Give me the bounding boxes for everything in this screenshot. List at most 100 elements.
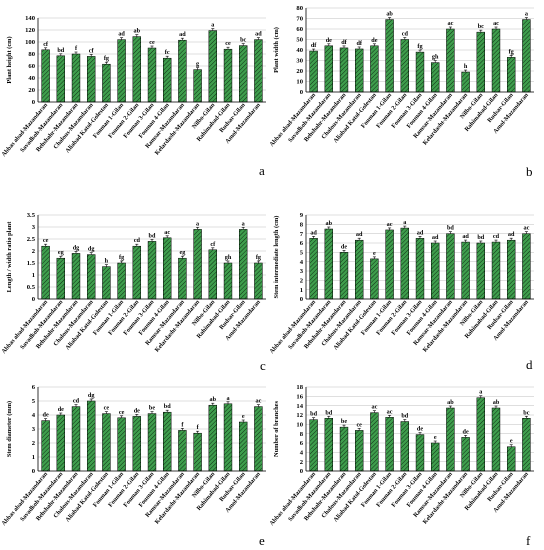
significance-label: de: [326, 37, 332, 44]
bar: [56, 55, 66, 103]
y-tick-label: 120: [25, 27, 36, 34]
y-tick-label: 7: [300, 231, 304, 238]
significance-label: ac: [447, 20, 453, 27]
significance-label: a: [226, 395, 229, 402]
significance-label: g: [196, 61, 200, 68]
significance-label: ce: [104, 405, 110, 412]
y-tick-label: 1: [32, 272, 35, 279]
bar: [506, 446, 516, 472]
bar: [309, 419, 318, 472]
significance-label: bc: [478, 23, 484, 30]
bar: [41, 245, 50, 300]
significance-label: f: [75, 45, 78, 52]
bar: [415, 238, 425, 300]
bar: [238, 229, 248, 300]
significance-label: be: [341, 418, 347, 425]
y-tick-label: 0: [300, 296, 304, 303]
significance-label: be: [149, 405, 155, 412]
y-tick-label: 6: [300, 440, 304, 447]
bar: [400, 421, 410, 472]
significance-label: ac: [371, 404, 377, 411]
significance-label: ac: [387, 408, 393, 415]
significance-label: de: [58, 406, 64, 413]
bar: [491, 241, 501, 300]
significance-label: gh: [225, 254, 232, 261]
bar: [430, 242, 440, 300]
y-tick-label: 3: [300, 268, 304, 275]
y-tick-label: 40: [28, 75, 35, 82]
significance-label: df: [341, 39, 347, 46]
bar: [506, 57, 516, 93]
bar: [86, 400, 96, 472]
y-tick-label: 100: [25, 39, 36, 46]
bar: [324, 228, 334, 300]
significance-label: e: [510, 438, 513, 445]
bar: [132, 416, 142, 472]
bar: [339, 47, 349, 93]
significance-label: ac: [164, 229, 170, 236]
significance-label: cf: [43, 41, 49, 48]
significance-label: cd: [402, 31, 409, 38]
y-tick-label: 0: [32, 468, 36, 475]
bar: [400, 227, 410, 300]
significance-label: ad: [356, 231, 363, 238]
bar: [117, 417, 126, 472]
bar: [522, 233, 531, 300]
significance-label: ab: [447, 399, 454, 406]
significance-label: f: [197, 424, 200, 431]
y-tick-label: 0: [300, 468, 304, 475]
significance-label: fg: [509, 48, 515, 55]
panel-letter: f: [526, 533, 531, 548]
y-tick-label: 5: [32, 398, 36, 405]
significance-label: ad: [255, 31, 262, 38]
significance-label: ab: [326, 220, 333, 227]
y-tick-label: 2: [300, 459, 304, 466]
bar: [117, 262, 126, 300]
bar: [446, 233, 455, 300]
significance-label: a: [211, 22, 214, 29]
significance-label: ce: [119, 409, 125, 416]
significance-label: bd: [164, 403, 171, 410]
bar: [476, 397, 486, 472]
bar: [41, 49, 50, 103]
y-tick-label: 70: [296, 16, 303, 23]
significance-label: a: [479, 389, 482, 396]
significance-label: h: [464, 63, 468, 70]
significance-label: bd: [477, 234, 484, 241]
bar: [254, 262, 263, 300]
significance-label: ce: [43, 237, 49, 244]
bar: [208, 30, 218, 103]
y-tick-label: 3.5: [27, 212, 36, 219]
y-axis-title: Plant width (cm): [273, 27, 280, 73]
bar: [461, 437, 470, 472]
bar: [86, 56, 96, 103]
bar: [339, 426, 349, 472]
y-tick-label: 16: [296, 394, 303, 401]
significance-label: bd: [325, 409, 332, 416]
bar: [385, 229, 394, 300]
significance-label: e: [434, 434, 437, 441]
bar: [86, 254, 96, 300]
significance-label: fg: [119, 254, 125, 261]
y-tick-label: 8: [300, 222, 304, 229]
bar: [476, 31, 486, 93]
y-tick-label: 6: [32, 384, 36, 391]
bar: [208, 249, 218, 300]
bar: [461, 71, 470, 93]
significance-label: ce: [356, 421, 362, 428]
y-tick-label: 140: [25, 15, 36, 22]
bar: [309, 238, 318, 300]
y-tick-label: 12: [296, 412, 303, 419]
y-tick-label: 80: [296, 5, 303, 12]
y-axis-title: Stem diameter (mm): [6, 401, 13, 457]
y-tick-label: 9: [300, 212, 304, 219]
bar: [71, 53, 81, 103]
bar: [223, 48, 233, 103]
y-tick-label: 20: [28, 87, 35, 94]
y-tick-label: 50: [296, 37, 303, 44]
y-tick-label: 30: [296, 58, 303, 65]
bar: [309, 50, 318, 93]
significance-label: ad: [462, 233, 469, 240]
